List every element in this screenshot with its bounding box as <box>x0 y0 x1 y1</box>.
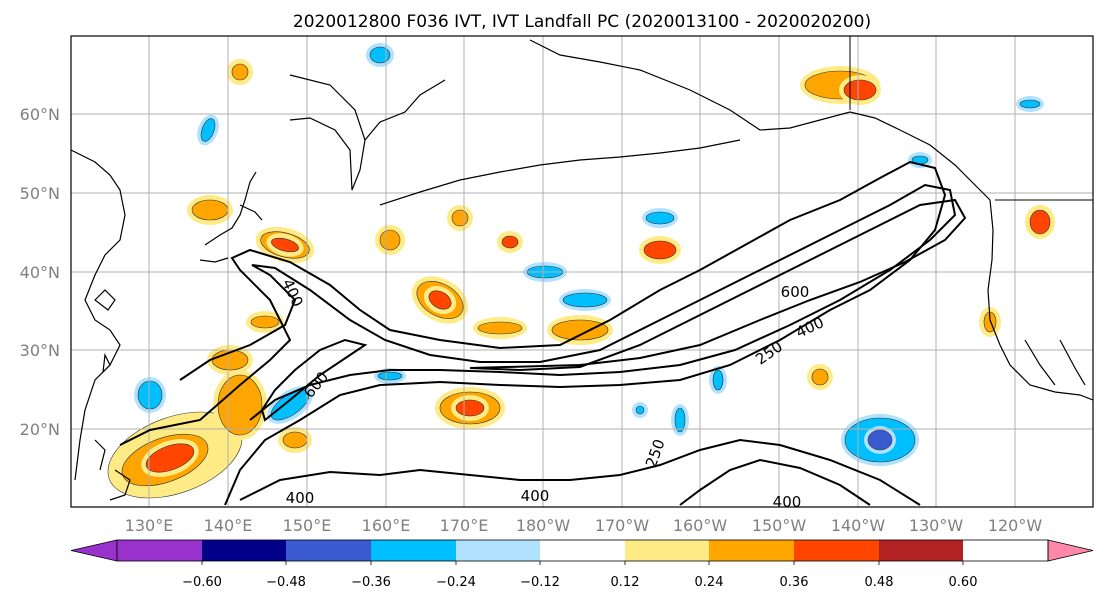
lon-label: 120°W <box>988 516 1043 535</box>
lon-label: 140°E <box>204 516 253 535</box>
anomaly-fill <box>200 118 216 142</box>
coastline-asia <box>70 149 126 481</box>
colorbar-tick-label: −0.24 <box>436 575 476 590</box>
colorbar-segment <box>456 540 540 561</box>
anomaly-fill <box>712 369 724 391</box>
lon-label: 160°W <box>673 516 728 535</box>
anomaly-fill <box>811 368 829 386</box>
contour-label: 400 <box>286 489 315 507</box>
colorbar: −0.60 −0.48 −0.36 −0.24 −0.12 0.12 0.24 0.36 0.4… <box>70 539 1094 590</box>
longitude-labels: 130°E 140°E 150°E 160°E 170°E 180°W 170°… <box>125 516 1043 535</box>
colorbar-tick-label: 0.36 <box>780 575 809 590</box>
anomaly-fill <box>282 431 308 449</box>
lon-label: 130°W <box>909 516 964 535</box>
colorbar-frame <box>116 539 1049 562</box>
contour-600-west <box>260 338 368 422</box>
anomaly-fill <box>645 211 675 225</box>
map-title: 2020012800 F036 IVT, IVT Landfall PC (20… <box>293 12 871 32</box>
lon-label: 140°W <box>831 516 886 535</box>
lon-label: 150°W <box>752 516 807 535</box>
anomaly-fill <box>551 319 609 341</box>
contour-label: 400 <box>521 487 550 505</box>
colorbar-segment <box>540 540 625 561</box>
coastline-japan <box>199 171 263 263</box>
colorbar-tick-label: −0.36 <box>351 575 391 590</box>
anomaly-fill <box>379 229 401 251</box>
contour-label: 400 <box>773 493 802 511</box>
anomaly-fill <box>643 240 677 260</box>
colorbar-segment <box>709 540 794 561</box>
anomaly-fill <box>635 405 645 415</box>
map-frame <box>70 35 1094 508</box>
lon-label: 170°W <box>595 516 650 535</box>
anomaly-fill <box>369 46 391 64</box>
coastline-north-america-west <box>987 199 1094 401</box>
ivt-anomaly-fills <box>107 43 1055 499</box>
colorbar-extend-max <box>1047 539 1094 562</box>
colorbar-segment <box>202 540 286 561</box>
anomaly-fill <box>477 321 523 335</box>
lon-label: 130°E <box>125 516 174 535</box>
colorbar-extend-min <box>70 539 118 562</box>
anomaly-fill <box>271 237 299 253</box>
anomaly-fill <box>428 290 452 310</box>
lat-label: 40°N <box>20 263 60 282</box>
ivt-contours <box>119 160 967 506</box>
coastline-alaska <box>529 39 991 201</box>
lat-label: 20°N <box>20 420 60 439</box>
anomaly-fill <box>1029 209 1051 235</box>
anomaly-fill <box>377 371 403 381</box>
colorbar-segment <box>117 540 202 561</box>
contour-250-south <box>679 458 871 506</box>
coastline-philippines <box>94 439 131 501</box>
coastline-baja <box>1024 339 1086 386</box>
anomaly-fill <box>145 443 195 473</box>
anomaly-fill <box>451 209 469 227</box>
lon-label: 150°E <box>283 516 332 535</box>
anomaly-fill <box>250 315 280 329</box>
contour-400-middle <box>179 183 957 421</box>
colorbar-segment <box>879 540 963 561</box>
lat-label: 60°N <box>20 105 60 124</box>
colorbar-tick-label: 0.60 <box>949 575 978 590</box>
latitude-labels: 20°N 30°N 40°N 50°N 60°N <box>20 105 60 439</box>
colorbar-tick-label: −0.48 <box>266 575 306 590</box>
colorbar-segment <box>625 540 709 561</box>
coastline-aleutians <box>379 139 741 206</box>
colorbar-tick-label: 0.48 <box>865 575 894 590</box>
colorbar-tick-label: −0.12 <box>520 575 560 590</box>
anomaly-fill <box>562 292 608 308</box>
contour-600-inner <box>469 198 967 372</box>
contour-400-south <box>239 438 921 506</box>
contour-label: 600 <box>781 283 810 301</box>
anomaly-fill <box>501 235 519 249</box>
colorbar-tick-label: 0.24 <box>695 575 724 590</box>
colorbar-segment <box>794 540 879 561</box>
lon-label: 160°E <box>362 516 411 535</box>
anomaly-fill <box>455 399 485 417</box>
lat-label: 30°N <box>20 341 60 360</box>
colorbar-tick-label: 0.12 <box>611 575 640 590</box>
lon-label: 180°W <box>516 516 571 535</box>
anomaly-fill <box>674 407 686 433</box>
colorbar-segment <box>371 540 456 561</box>
coastline-taiwan <box>102 352 111 374</box>
lat-label: 50°N <box>20 184 60 203</box>
map-area: 600 400 250 600 400 400 400 400 250 <box>70 35 1094 511</box>
lon-label: 170°E <box>440 516 489 535</box>
anomaly-fill <box>191 199 229 221</box>
anomaly-fill <box>137 380 163 410</box>
anomaly-fill <box>843 79 877 101</box>
coastlines <box>70 36 1094 501</box>
anomaly-fill <box>1019 99 1041 109</box>
colorbar-tick-label: −0.60 <box>182 575 222 590</box>
colorbar-segment <box>286 540 371 561</box>
coastline-kamchatka <box>289 74 446 191</box>
contour-250-outer <box>119 160 947 506</box>
anomaly-fill <box>867 429 893 451</box>
anomaly-fill <box>231 63 249 81</box>
